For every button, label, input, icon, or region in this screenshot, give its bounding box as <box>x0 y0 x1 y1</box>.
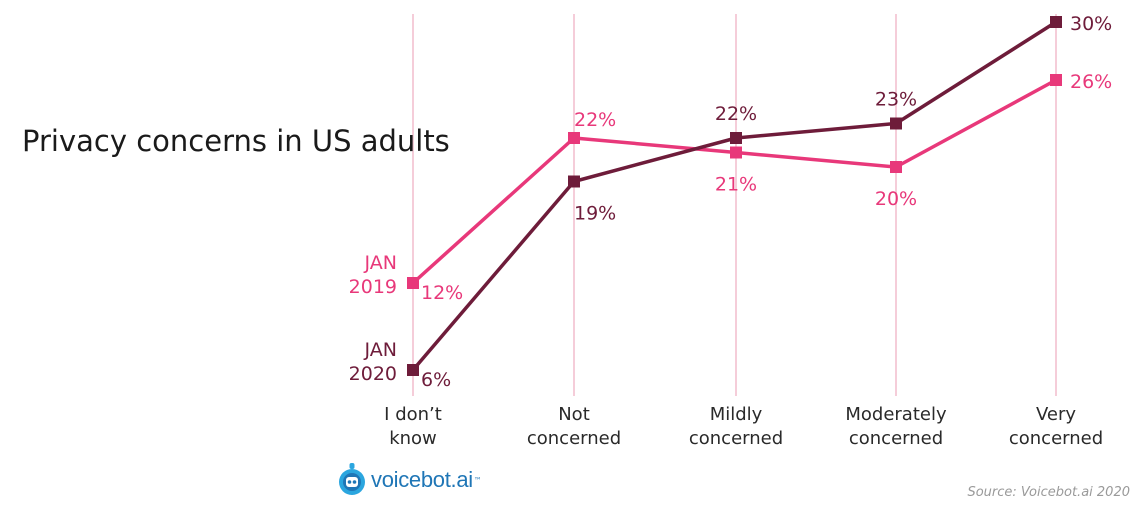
data-label-0-1: 22% <box>574 109 616 131</box>
logo-wordmark: voicebot.ai <box>371 467 473 492</box>
data-point-1-2 <box>730 132 742 144</box>
category-label-4-0: Very <box>1036 404 1076 425</box>
data-point-0-2 <box>730 146 742 159</box>
data-point-0-0 <box>407 277 419 289</box>
series-name-0-1: 2019 <box>349 276 397 298</box>
voicebot-robot-icon <box>339 463 365 495</box>
data-label-0-0: 12% <box>421 282 463 304</box>
chart-title: Privacy concerns in US adults <box>22 124 450 158</box>
data-label-1-3: 23% <box>875 89 917 111</box>
logo-trademark: ™ <box>473 475 482 485</box>
category-label-0-1: know <box>389 428 437 449</box>
series-name-1-0: JAN <box>364 339 397 361</box>
category-label-3-0: Moderately <box>845 404 947 425</box>
data-point-1-1 <box>568 175 580 188</box>
category-label-1-1: concerned <box>527 428 621 449</box>
data-point-1-3 <box>890 117 902 130</box>
data-label-1-0: 6% <box>421 369 451 391</box>
data-point-0-1 <box>568 132 580 144</box>
category-label-0-0: I don’t <box>384 404 442 425</box>
category-label-2-1: concerned <box>689 428 783 449</box>
data-label-0-4: 26% <box>1070 71 1112 93</box>
data-label-1-4: 30% <box>1070 13 1112 35</box>
data-label-1-1: 19% <box>574 203 616 225</box>
category-label-1-0: Not <box>558 404 590 425</box>
data-label-0-3: 20% <box>875 188 917 210</box>
source-note: Source: Voicebot.ai 2020 <box>967 485 1130 500</box>
data-point-1-0 <box>407 364 419 376</box>
series-name-0-0: JAN <box>364 252 397 274</box>
data-point-1-4 <box>1050 16 1062 28</box>
data-point-0-4 <box>1050 74 1062 86</box>
data-label-0-2: 21% <box>715 174 757 196</box>
category-label-3-1: concerned <box>849 428 943 449</box>
voicebot-logo: voicebot.ai ™ <box>337 462 482 498</box>
category-label-4-1: concerned <box>1009 428 1103 449</box>
series-name-1-1: 2020 <box>349 363 397 385</box>
category-label-2-0: Mildly <box>710 404 763 425</box>
data-point-0-3 <box>890 161 902 173</box>
data-label-1-2: 22% <box>715 103 757 125</box>
